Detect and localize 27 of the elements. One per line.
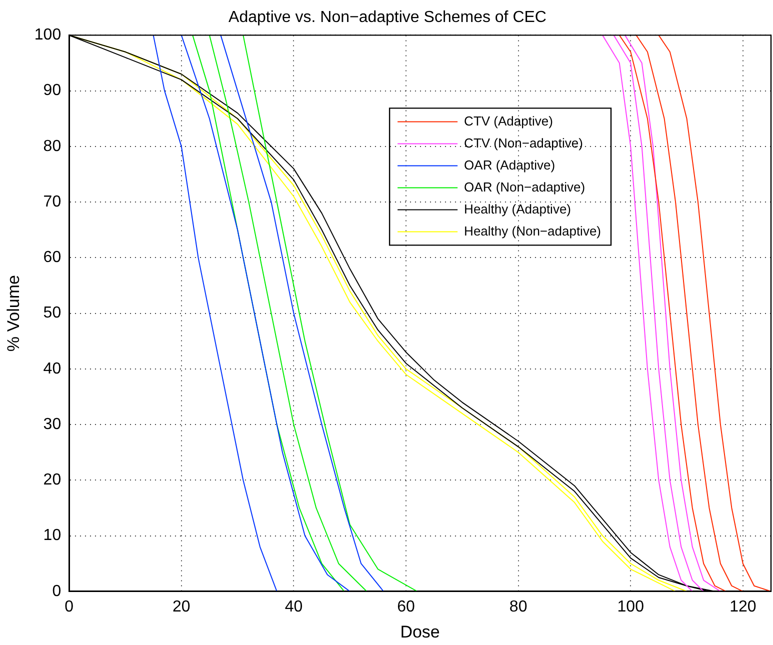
y-tick-label: 10: [43, 527, 62, 544]
legend-label: Healthy (Non−adaptive): [464, 223, 602, 238]
y-tick-label: 60: [43, 249, 62, 266]
x-tick-label: 40: [284, 598, 303, 616]
y-tick-label: 20: [43, 472, 62, 489]
y-tick-label: 50: [43, 304, 62, 322]
legend-label: OAR (Adaptive): [464, 157, 556, 172]
y-tick-label: 70: [43, 193, 62, 210]
y-tick-label: 0: [52, 582, 62, 600]
y-tick-label: 30: [43, 416, 62, 433]
legend-label: OAR (Non−adaptive): [464, 179, 586, 194]
x-tick-label: 120: [730, 598, 756, 616]
y-tick-label: 80: [43, 138, 62, 155]
legend-label: CTV (Adaptive): [464, 113, 553, 128]
y-tick-label: 100: [34, 26, 62, 44]
x-tick-label: 0: [64, 598, 74, 616]
x-tick-label: 100: [617, 598, 644, 616]
legend-label: CTV (Non−adaptive): [464, 135, 583, 150]
chart-title: Adaptive vs. Non−adaptive Schemes of CEC: [228, 9, 546, 26]
legend-label: Healthy (Adaptive): [464, 201, 572, 216]
x-axis-title: Dose: [400, 622, 440, 642]
x-tick-label: 60: [397, 598, 416, 616]
x-tick-label: 20: [172, 598, 190, 616]
y-tick-label: 90: [43, 82, 62, 100]
x-tick-label: 80: [509, 598, 528, 616]
y-axis-title: % Volume: [4, 275, 23, 352]
y-tick-label: 40: [43, 360, 62, 378]
